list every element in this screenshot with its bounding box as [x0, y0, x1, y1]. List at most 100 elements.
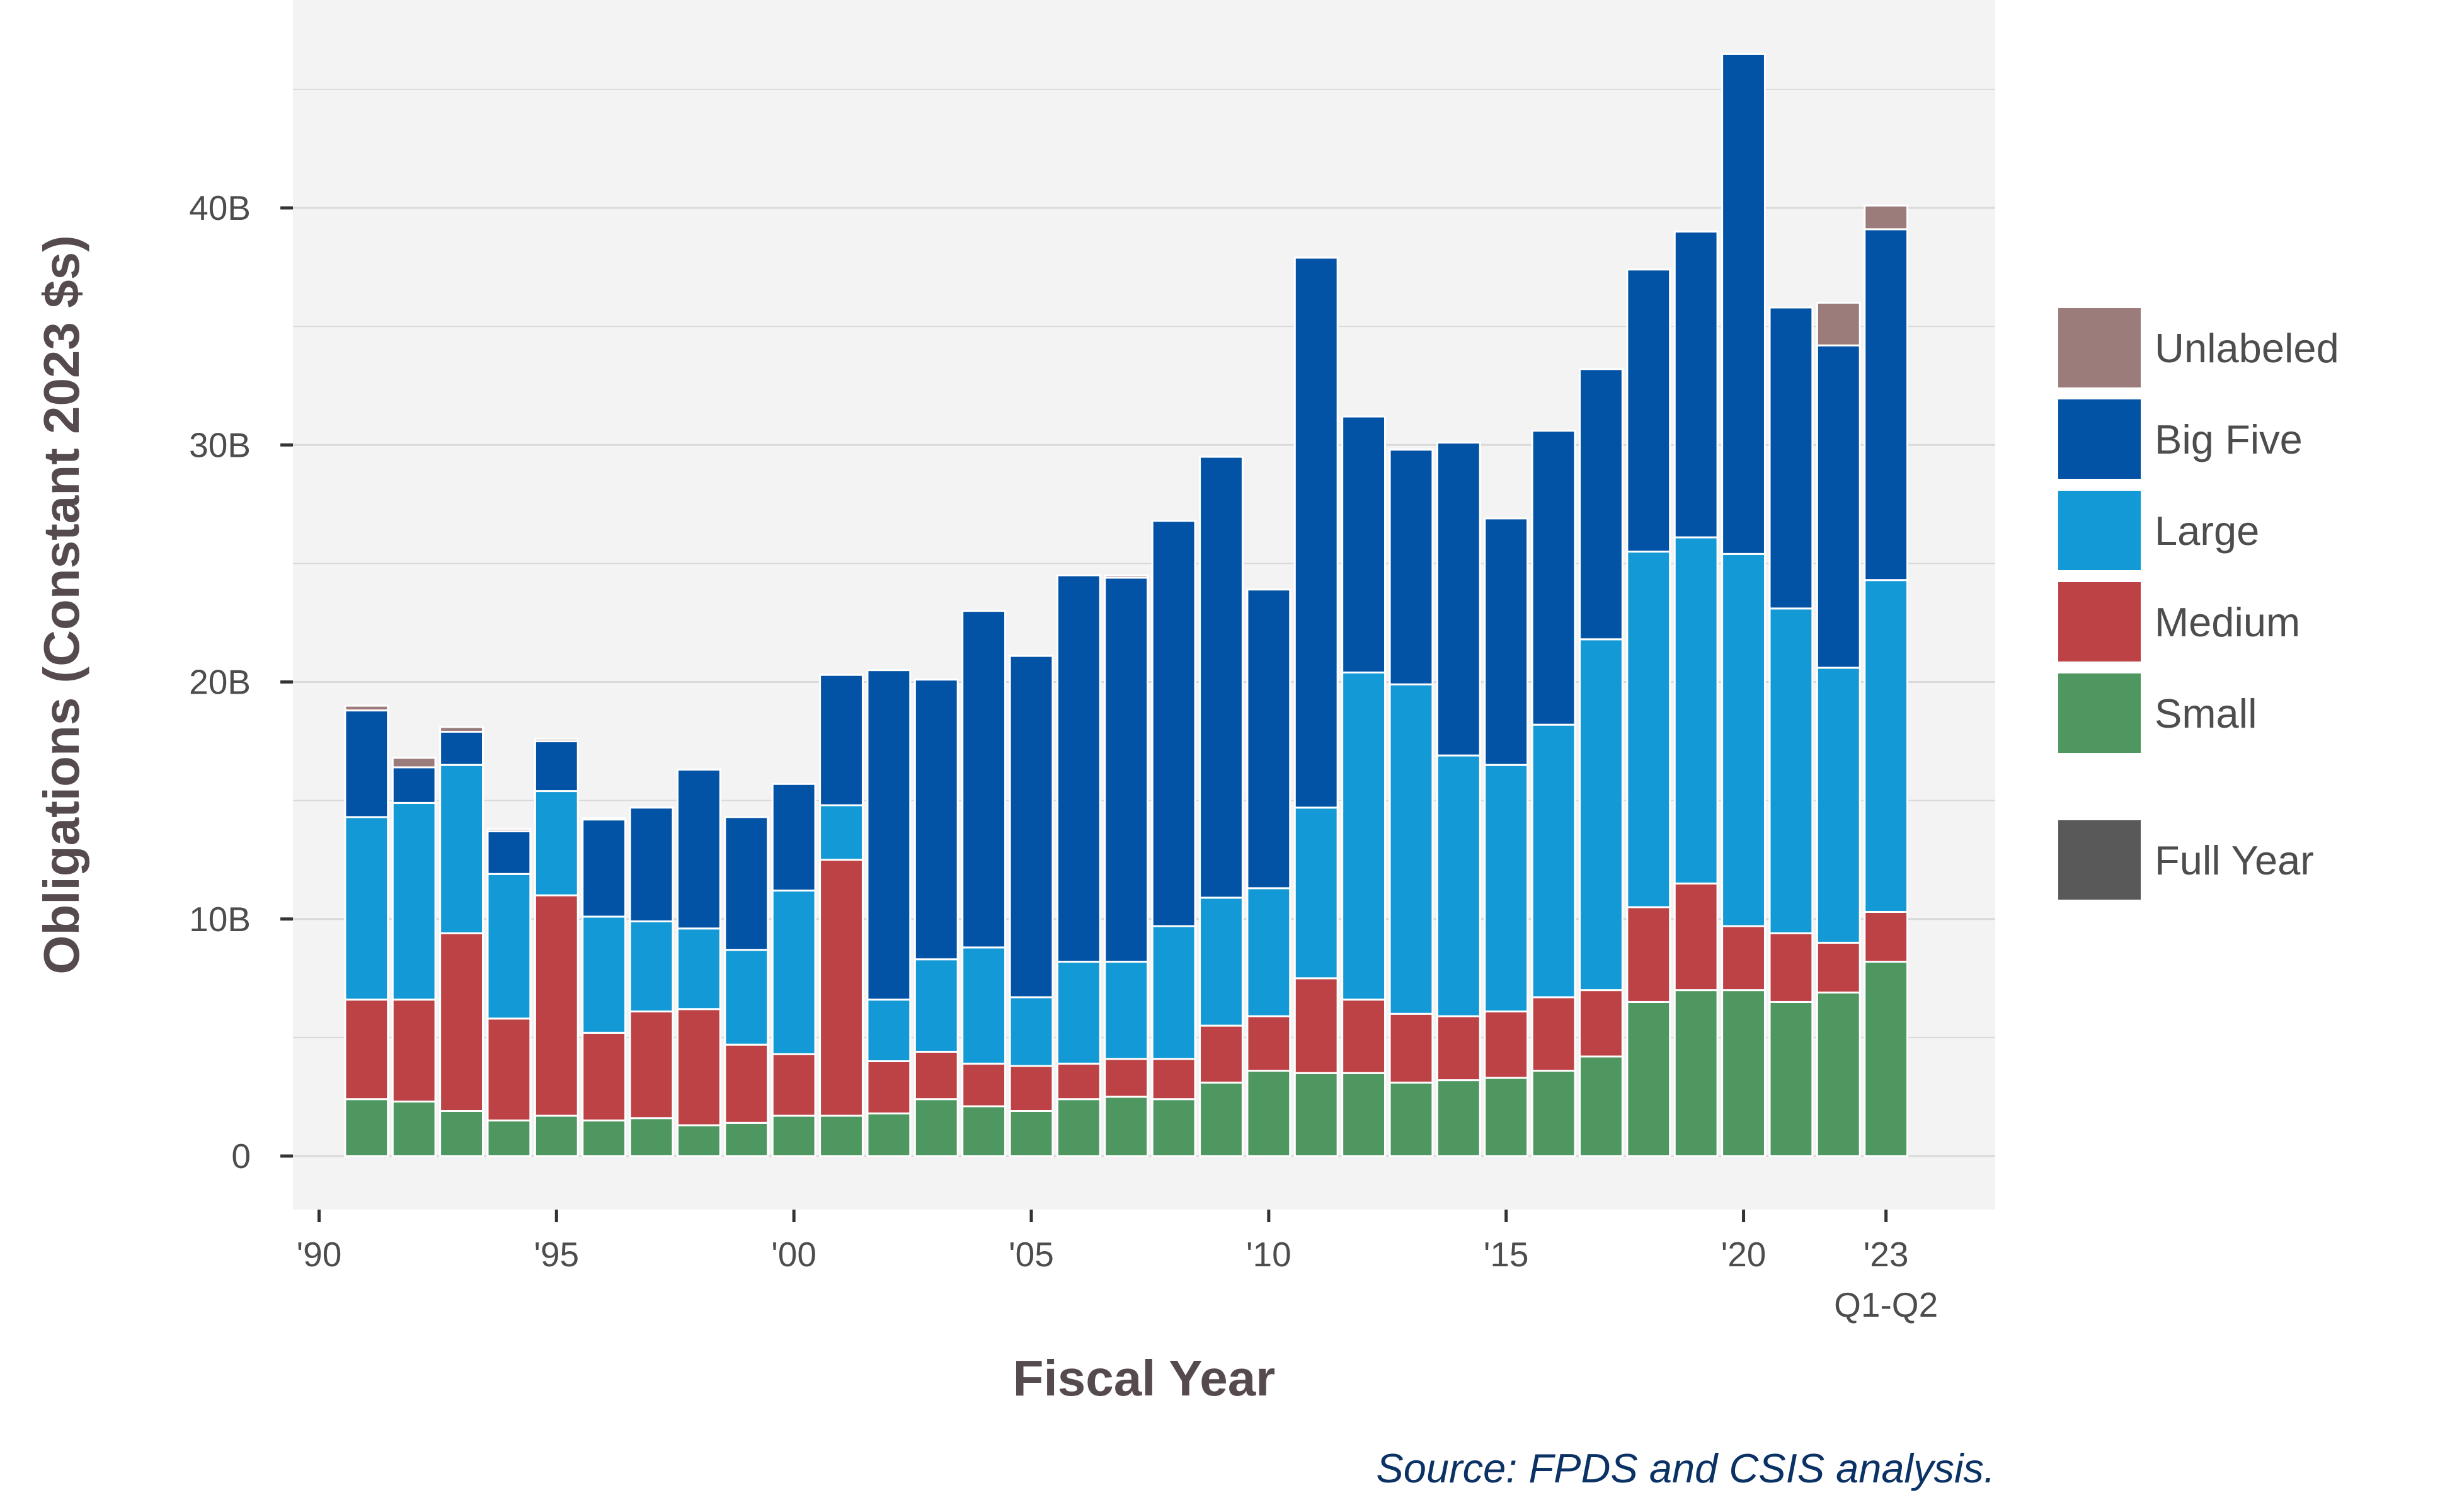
bar-medium-2019 [1673, 882, 1719, 992]
bar-medium-1999 [724, 1043, 769, 1124]
bar-big-five-1995 [534, 740, 579, 793]
bar-medium-2004 [961, 1062, 1007, 1108]
x-tick-label: '20 [1721, 1235, 1767, 1274]
bar-large-2020 [1721, 553, 1766, 927]
bar-large-1997 [629, 920, 674, 1012]
bar-large-2022 [1816, 667, 1861, 944]
bar-big-five-2022 [1816, 344, 1861, 669]
bar-big-five-2019 [1673, 231, 1719, 539]
x-axis-title: Fiscal Year [1013, 1350, 1276, 1406]
bar-medium-1997 [629, 1010, 674, 1120]
y-tick-label: 40B [189, 188, 251, 227]
bar-medium-2005 [1009, 1065, 1054, 1113]
source-note: Source: FPDS and CSIS analysis. [1376, 1445, 1995, 1491]
bar-medium-1992 [391, 999, 437, 1102]
bar-big-five-2000 [771, 782, 816, 892]
bar-small-1995 [534, 1114, 579, 1157]
bar-big-five-2020 [1721, 52, 1766, 555]
bar-small-2009 [1199, 1081, 1244, 1157]
bar-large-2016 [1531, 723, 1576, 999]
bar-large-2000 [771, 890, 816, 1055]
bar-big-five-2006 [1056, 574, 1101, 963]
bar-large-2015 [1484, 764, 1529, 1012]
bar-big-five-1999 [724, 816, 769, 951]
x-tick-sublabel: Q1-Q2 [1834, 1285, 1938, 1324]
bar-large-1994 [486, 873, 532, 1020]
bar-medium-2018 [1626, 906, 1671, 1003]
bar-large-2012 [1341, 671, 1387, 1001]
bar-small-2004 [961, 1105, 1007, 1157]
bar-medium-2001 [819, 859, 864, 1117]
bar-big-five-2018 [1626, 268, 1671, 553]
bar-small-2015 [1484, 1077, 1529, 1157]
bar-unlabeled-2022 [1816, 302, 1861, 346]
legend-swatch-full-year [2056, 818, 2143, 902]
bar-large-1996 [581, 915, 627, 1034]
bar-big-five-2010 [1246, 588, 1292, 890]
x-tick-label: '10 [1246, 1235, 1292, 1274]
legend-label-full-year: Full Year [2155, 837, 2314, 883]
bar-small-2013 [1389, 1081, 1434, 1157]
bar-large-2011 [1293, 806, 1339, 980]
legend-swatch-unlabeled [2056, 306, 2143, 390]
bar-medium-2009 [1199, 1024, 1244, 1084]
legend-swatch-small [2056, 671, 2143, 755]
bar-small-2008 [1151, 1098, 1196, 1157]
legend-swatch-big-five [2056, 397, 2143, 481]
bar-large-1992 [391, 801, 437, 1001]
bar-small-2020 [1721, 989, 1766, 1157]
bar-medium-1993 [439, 932, 484, 1113]
bar-unlabeled-1991 [344, 704, 389, 712]
bar-small-2010 [1246, 1070, 1292, 1157]
bar-small-2014 [1436, 1079, 1481, 1157]
x-tick-label: '05 [1009, 1235, 1054, 1274]
bar-medium-1991 [344, 999, 389, 1101]
bar-small-1997 [629, 1117, 674, 1157]
bar-medium-2023 [1864, 910, 1909, 963]
legend-label: Medium [2155, 599, 2300, 645]
y-tick-label: 10B [189, 900, 251, 939]
bar-large-2002 [866, 999, 912, 1063]
bar-small-1993 [439, 1110, 484, 1157]
y-axis-title: Obligations (Constant 2023 $s) [33, 235, 89, 975]
bar-small-2023 [1864, 960, 1909, 1157]
bar-small-1999 [724, 1121, 769, 1157]
bar-big-five-2004 [961, 610, 1007, 949]
bar-big-five-2003 [914, 679, 959, 961]
legend-label: Small [2155, 690, 2257, 736]
bar-big-five-2015 [1484, 517, 1529, 766]
legend-swatch-medium [2056, 580, 2143, 664]
bar-unlabeled-1994 [486, 828, 532, 833]
bar-unlabeled-2023 [1864, 204, 1909, 231]
bar-big-five-2013 [1389, 449, 1434, 685]
bar-big-five-1994 [486, 830, 532, 875]
legend: Unlabeled Big Five Large Medium Small Full Ye… [2056, 306, 2339, 902]
bar-small-1994 [486, 1120, 532, 1157]
bar-big-five-1997 [629, 806, 674, 923]
bar-big-five-2016 [1531, 430, 1576, 726]
bar-large-2021 [1768, 607, 1814, 934]
bar-small-1996 [581, 1120, 627, 1157]
bar-large-1995 [534, 790, 579, 896]
bar-small-1992 [391, 1100, 437, 1157]
bar-large-2009 [1199, 896, 1244, 1027]
bar-medium-2013 [1389, 1012, 1434, 1084]
bar-small-2021 [1768, 1000, 1814, 1157]
bar-small-2018 [1626, 1000, 1671, 1157]
bar-medium-2010 [1246, 1015, 1292, 1072]
x-axis: '90 '95 '00 '05 '10 '15 '20 '23 Q1-Q2 [297, 1210, 1938, 1324]
bar-large-1991 [344, 816, 389, 1001]
bar-small-2005 [1009, 1110, 1054, 1157]
bar-medium-2020 [1721, 925, 1766, 992]
bar-large-2018 [1626, 551, 1671, 908]
bars [344, 52, 1909, 1157]
bar-medium-2017 [1579, 989, 1624, 1058]
bar-small-2019 [1673, 989, 1719, 1157]
bar-small-2012 [1341, 1072, 1387, 1157]
bar-large-2008 [1151, 925, 1196, 1060]
bar-unlabeled-2007 [1104, 574, 1149, 579]
bar-big-five-2008 [1151, 520, 1196, 927]
bar-medium-1996 [581, 1031, 627, 1122]
bar-small-1991 [344, 1098, 389, 1157]
bar-big-five-1993 [439, 731, 484, 766]
